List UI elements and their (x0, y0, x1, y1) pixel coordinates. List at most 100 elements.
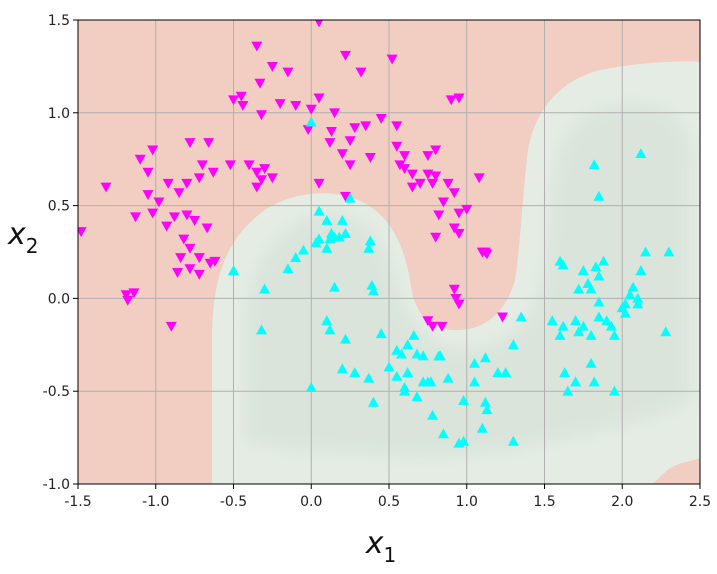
class-1-point (282, 263, 294, 274)
class-1-point (417, 376, 429, 387)
class-1-point (427, 409, 439, 420)
class-1-point (585, 330, 597, 340)
class-1-point (588, 376, 600, 387)
class-0-point (228, 95, 239, 106)
class-1-point (417, 350, 429, 361)
class-0-point (282, 67, 294, 78)
class-1-point (554, 255, 566, 266)
class-0-point (181, 210, 193, 221)
class-0-point (178, 234, 190, 245)
y-axis-label-subscript: 2 (26, 234, 39, 258)
class-0-point (336, 149, 348, 160)
x-tick-label: 2.5 (689, 494, 711, 510)
class-0-point (100, 182, 112, 193)
class-0-point (360, 121, 372, 132)
y-axis-label-base: x (7, 217, 26, 252)
class-0-point (161, 221, 173, 232)
class-0-point (430, 145, 442, 156)
class-1-point (339, 333, 351, 344)
y-axis-label: x2 (7, 217, 39, 258)
class-1-point (479, 352, 491, 363)
class-0-point (314, 20, 324, 28)
class-1-point (492, 367, 504, 378)
x-axis-label: x1 (365, 526, 397, 567)
class-0-point (122, 295, 134, 306)
class-0-point (255, 175, 267, 186)
class-0-point (255, 110, 267, 121)
class-0-point (329, 108, 341, 119)
class-0-point (453, 208, 465, 219)
class-1-point (627, 281, 639, 292)
class-0-point (251, 167, 263, 178)
class-1-point (593, 296, 605, 307)
class-0-point (224, 160, 236, 171)
class-0-point (339, 50, 351, 61)
class-1-point (635, 148, 647, 159)
class-0-point (189, 216, 201, 226)
class-0-point (448, 188, 460, 199)
data-markers (78, 20, 675, 448)
class-1-point (367, 396, 379, 407)
class-1-point (324, 324, 336, 335)
class-1-point (593, 270, 605, 281)
x-tick-label: 0.0 (300, 494, 322, 510)
class-0-point (204, 258, 216, 269)
class-1-point (395, 348, 407, 359)
class-0-point (313, 178, 325, 189)
class-1-point (577, 320, 589, 331)
class-1-point (434, 350, 446, 361)
class-1-point (500, 367, 512, 378)
y-tick-label: 0.5 (48, 199, 70, 215)
y-tick-label: -0.5 (43, 384, 70, 400)
class-0-point (445, 95, 457, 106)
y-tick-label: -1.0 (43, 477, 70, 493)
class-1-point (437, 428, 449, 439)
class-0-point (290, 100, 302, 111)
class-0-point (473, 173, 485, 184)
class-0-point (344, 160, 356, 171)
class-1-point (573, 283, 585, 294)
class-1-point (515, 311, 527, 322)
class-1-point (363, 372, 375, 383)
class-0-point (497, 312, 509, 323)
class-0-point (349, 123, 361, 134)
class-1-point (554, 330, 566, 340)
class-1-point (608, 385, 620, 396)
class-1-point (582, 278, 594, 288)
class-1-point (255, 324, 267, 335)
class-0-point (375, 113, 387, 124)
class-1-point (593, 190, 605, 201)
class-1-point (562, 385, 574, 396)
class-1-point (349, 367, 361, 378)
class-1-point (458, 394, 470, 405)
class-1-point (363, 242, 375, 253)
class-1-point (442, 372, 454, 383)
class-0-point (453, 229, 465, 239)
class-1-point (663, 246, 675, 257)
class-0-point (266, 62, 278, 72)
class-0-point (422, 151, 434, 161)
class-1-point (608, 330, 620, 340)
class-0-point (203, 138, 215, 148)
class-1-point (619, 307, 631, 318)
class-1-point (476, 422, 488, 433)
class-1-point (321, 242, 333, 253)
x-axis-ticks: -1.5 -1.0 -0.5 0.0 0.5 1.0 1.5 2.0 2.5 (64, 484, 711, 510)
x-axis-label-subscript: 1 (384, 543, 397, 567)
class-0-point (168, 212, 180, 223)
class-1-point (366, 279, 378, 290)
class-0-point (184, 138, 196, 148)
class-0-point (243, 160, 255, 171)
class-0-point (153, 197, 165, 208)
class-0-point (406, 182, 418, 193)
class-1-point (469, 357, 481, 368)
class-1-point (310, 237, 322, 248)
class-0-point (339, 191, 351, 202)
class-1-point (228, 265, 239, 275)
class-0-point (391, 141, 403, 152)
plot-area (77, 19, 701, 485)
class-0-point (430, 171, 442, 182)
class-1-point (313, 205, 325, 216)
class-0-point (364, 152, 376, 163)
class-1-point (640, 246, 652, 257)
